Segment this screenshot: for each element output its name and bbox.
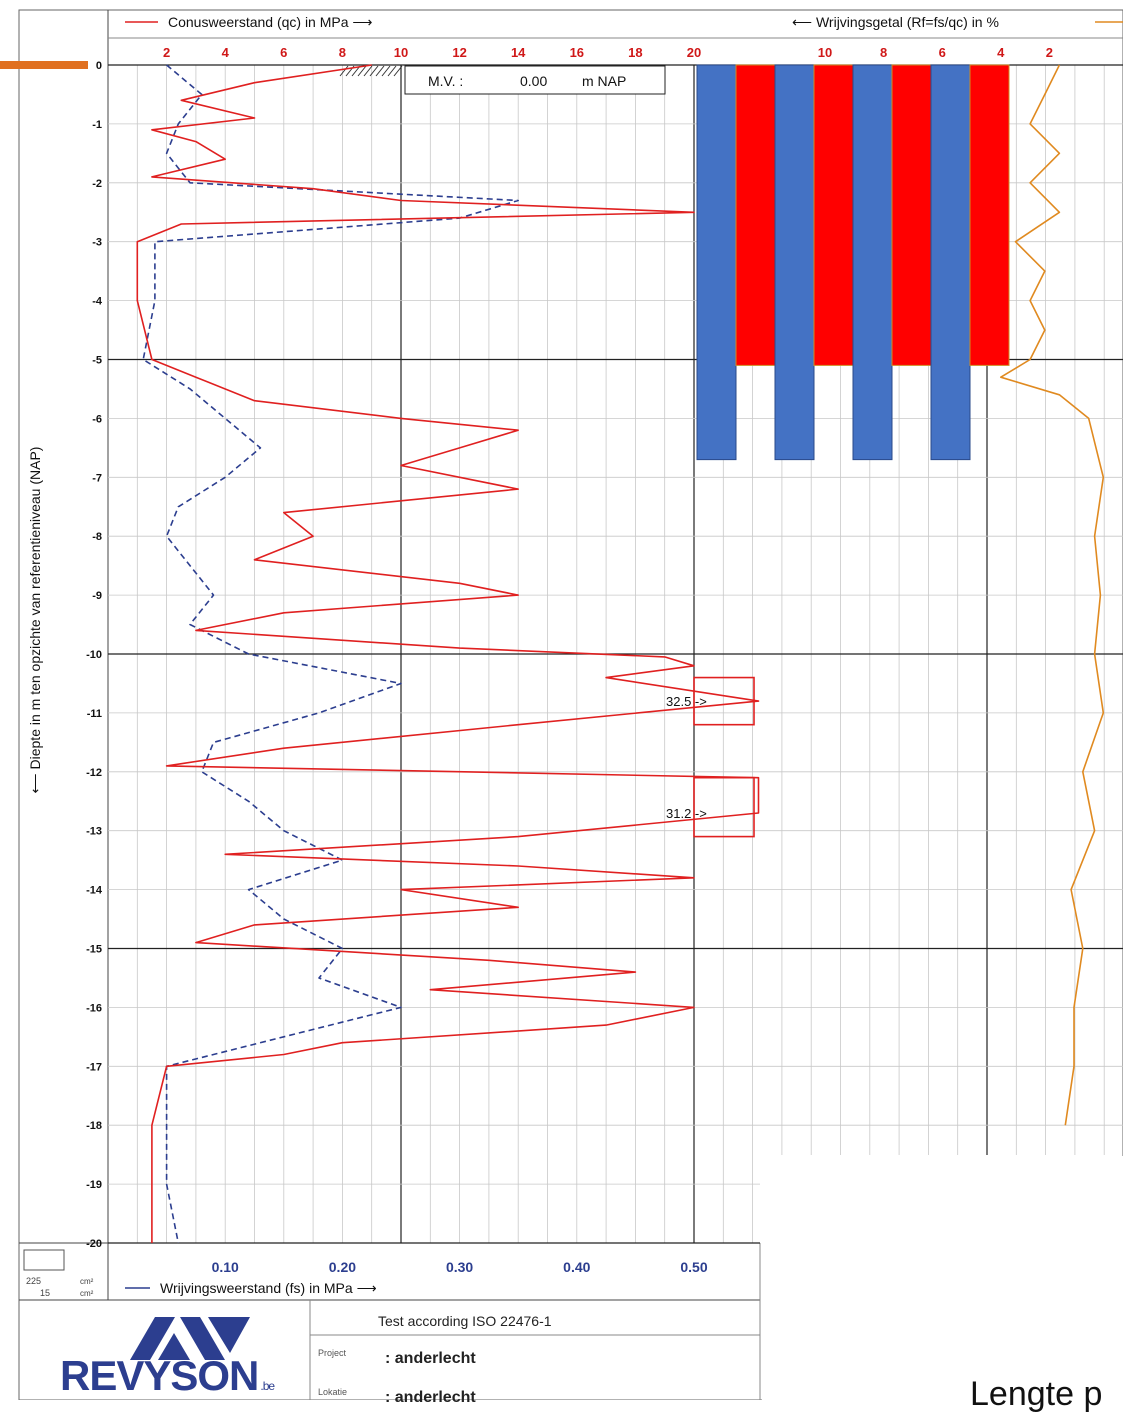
y-tick-label: -15: [86, 944, 102, 956]
fs-axis-label: Wrijvingsweerstand (fs) in MPa ⟶: [160, 1280, 377, 1296]
cone-unit-1: cm²: [80, 1277, 94, 1286]
y-tick-label: -1: [92, 119, 102, 131]
y-axis-label: ⟵ Diepte in m ten opzichte van referenti…: [27, 447, 43, 794]
qc-axis-label: Conusweerstand (qc) in MPa ⟶: [168, 14, 372, 30]
qc-offscale-annotation: 31.2 ->: [666, 806, 707, 821]
overlay-bar: [774, 64, 815, 461]
y-tick-label: -20: [86, 1238, 102, 1250]
page-frame: [18, 9, 1123, 1400]
cone-area-icon: [23, 1249, 65, 1271]
overlay-bar: [696, 64, 737, 461]
y-tick-label: -19: [86, 1179, 102, 1191]
y-tick-label: -6: [92, 413, 102, 425]
fs-tick-label: 0.20: [329, 1259, 356, 1275]
logo-suffix: .be: [260, 1379, 275, 1393]
logo-name: REVYSON: [60, 1352, 259, 1399]
legend-line-1: Lengte p: [970, 1375, 1103, 1413]
fs-tick-label: 0.10: [212, 1259, 239, 1275]
qc-series-line: [136, 64, 760, 1243]
y-tick-label: -3: [92, 237, 102, 249]
surface-hatch: [375, 65, 385, 77]
rf-tick-label: 2: [1046, 45, 1053, 60]
location-value: : anderlecht: [385, 1389, 476, 1406]
y-tick-label: -11: [87, 708, 102, 720]
mv-label: M.V. :: [428, 73, 463, 89]
revyson-logo-mark-icon: [130, 1317, 250, 1360]
rf-tick-label: 4: [997, 45, 1005, 60]
y-tick-label: -12: [86, 767, 102, 779]
mv-box: [404, 65, 666, 95]
overlay-bar: [852, 64, 893, 461]
y-tick-label: -18: [86, 1120, 102, 1132]
rf-axis-label: ⟵ Wrijvingsgetal (Rf=fs/qc) in %: [792, 14, 999, 30]
y-tick-label: -8: [92, 531, 102, 543]
y-tick-label: -4: [92, 296, 103, 308]
qc-tick-label: 18: [628, 45, 642, 60]
mv-unit: m NAP: [582, 73, 626, 89]
y-tick-label: 0: [96, 60, 102, 72]
location-key: Lokatie: [318, 1387, 348, 1397]
y-tick-label: -7: [92, 472, 102, 484]
qc-offscale-box: [693, 776, 755, 838]
surface-hatch: [393, 65, 403, 77]
qc-tick-label: 10: [394, 45, 408, 60]
mv-value: 0.00: [520, 73, 547, 89]
surface-hatch: [387, 65, 397, 77]
qc-tick-label: 2: [163, 45, 170, 60]
overlay-bar: [813, 64, 854, 366]
project-key: Project: [318, 1348, 347, 1358]
surface-hatch: [381, 65, 391, 77]
qc-offscale-box: [693, 676, 755, 726]
bottom-right-mask: [762, 1156, 1123, 1400]
y-tick-label: -2: [92, 178, 102, 190]
surface-hatch: [339, 65, 349, 77]
qc-tick-label: 6: [280, 45, 287, 60]
y-tick-label: -17: [86, 1061, 102, 1073]
qc-tick-label: 4: [222, 45, 230, 60]
qc-tick-label: 12: [452, 45, 466, 60]
rf-series-line: [999, 64, 1105, 1126]
cone-unit-2: cm²: [80, 1289, 94, 1298]
overlay-bar: [969, 64, 1010, 366]
overlay-bar: [735, 64, 776, 366]
surface-hatch: [363, 65, 373, 77]
rf-tick-label: 8: [880, 45, 887, 60]
cone-area-2: 15: [40, 1288, 50, 1298]
surface-hatch: [369, 65, 379, 77]
y-tick-label: -14: [86, 885, 103, 897]
project-value: : anderlecht: [385, 1350, 476, 1367]
fs-tick-label: 0.50: [680, 1259, 707, 1275]
fs-tick-label: 0.40: [563, 1259, 590, 1275]
rf-tick-label: 6: [939, 45, 946, 60]
qc-offscale-annotation: 32.5 ->: [666, 694, 707, 709]
y-tick-label: -5: [92, 355, 102, 367]
revyson-logo: [40, 1315, 290, 1400]
qc-tick-label: 8: [339, 45, 346, 60]
qc-tick-label: 20: [687, 45, 701, 60]
overlay-bar: [930, 64, 971, 461]
y-tick-label: -10: [86, 649, 102, 661]
y-tick-label: -16: [86, 1002, 102, 1014]
y-tick-label: -9: [92, 590, 102, 602]
fs-tick-label: 0.30: [446, 1259, 473, 1275]
cone-area-1: 225: [26, 1276, 41, 1286]
overlay-bar: [891, 64, 932, 366]
y-tick-label: -13: [86, 826, 102, 838]
test-standard-label: Test according ISO 22476-1: [378, 1313, 552, 1329]
rf-tick-label: 10: [818, 45, 832, 60]
qc-tick-label: 14: [511, 45, 526, 60]
logo-wordmark: REVYSON .be: [60, 1352, 275, 1400]
surface-hatch: [357, 65, 367, 77]
qc-tick-label: 16: [570, 45, 584, 60]
